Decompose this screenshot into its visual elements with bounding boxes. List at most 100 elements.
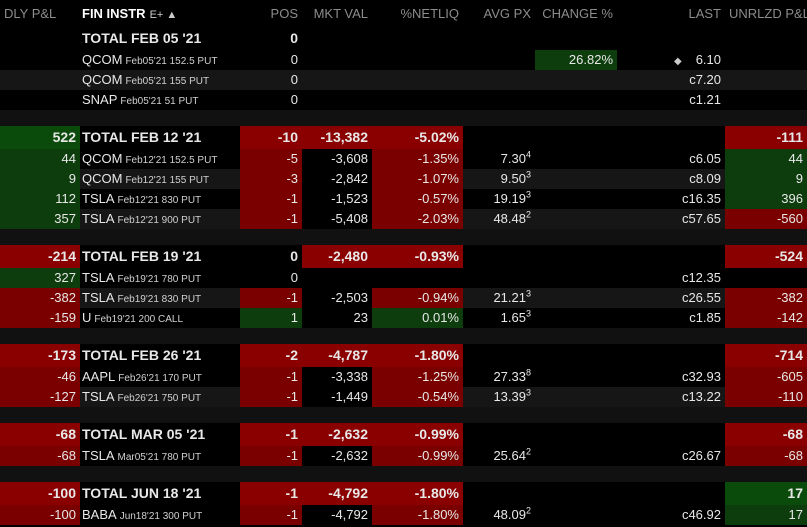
sort-ascending-icon[interactable]: E+ ▲ <box>149 9 178 21</box>
total-change-pct <box>535 482 617 505</box>
position-mkt-val: -1,523 <box>302 189 372 209</box>
instrument-symbol: AAPL <box>82 369 116 384</box>
position-row[interactable]: 112 TSLA Feb12'21 830 PUT -1 -1,523 -0.57% 19.… <box>0 189 807 209</box>
position-row[interactable]: QCOM Feb05'21 152.5 PUT 0 26.82% ◆ 6.10 <box>0 50 807 70</box>
total-pos: -10 <box>240 126 302 149</box>
total-mkt-val: -2,632 <box>302 423 372 446</box>
group-total-row[interactable]: -68 TOTAL MAR 05 '21 -1 -2,632 -0.99% -68 <box>0 423 807 446</box>
total-netliq: -0.93% <box>372 245 463 268</box>
position-change-pct <box>535 446 617 466</box>
position-change-pct <box>535 387 617 407</box>
col-header-pos[interactable]: POS <box>270 6 298 21</box>
position-netliq <box>372 268 463 288</box>
position-change-pct <box>535 189 617 209</box>
total-mkt-val: -13,382 <box>302 126 372 149</box>
avg-px-value: 25.64 <box>493 448 526 463</box>
position-row[interactable]: -127 TSLA Feb26'21 750 PUT -1 -1,449 -0.54% 13… <box>0 387 807 407</box>
position-unrlzd-pnl: 17 <box>725 505 807 525</box>
last-price-value: c46.92 <box>681 507 721 522</box>
position-row[interactable]: SNAP Feb05'21 51 PUT 0 c1.21 <box>0 90 807 110</box>
position-last: c32.93 <box>617 367 725 387</box>
col-header-dly-pnl[interactable]: DLY P&L <box>4 6 57 21</box>
position-row[interactable]: -382 TSLA Feb19'21 830 PUT -1 -2,503 -0.94% 21… <box>0 288 807 308</box>
instrument-contract: Feb12'21 155 PUT <box>125 175 210 186</box>
position-avg-px: 27.338 <box>463 367 535 387</box>
total-netliq: -0.99% <box>372 423 463 446</box>
total-dly-pnl: 522 <box>0 126 80 149</box>
position-row[interactable]: -159 U Feb19'21 200 CALL 1 23 0.01% 1.653 c1.85… <box>0 308 807 328</box>
total-change-pct <box>535 27 617 50</box>
position-dly-pnl <box>0 90 80 110</box>
group-total-row[interactable]: 522 TOTAL FEB 12 '21 -10 -13,382 -5.02% -111 <box>0 126 807 149</box>
position-pos: -1 <box>240 209 302 229</box>
position-instrument: TSLA Mar05'21 780 PUT <box>80 446 240 466</box>
position-instrument: BABA Jun18'21 300 PUT <box>80 505 240 525</box>
position-row[interactable]: 357 TSLA Feb12'21 900 PUT -1 -5,408 -2.03% 48.… <box>0 209 807 229</box>
position-row[interactable]: 44 QCOM Feb12'21 152.5 PUT -5 -3,608 -1.35% 7.… <box>0 149 807 169</box>
position-row[interactable]: 9 QCOM Feb12'21 155 PUT -3 -2,842 -1.07% 9.503… <box>0 169 807 189</box>
instrument-contract: Feb12'21 900 PUT <box>117 215 202 226</box>
total-avg-px <box>463 423 535 446</box>
last-price-value: c1.21 <box>689 92 721 107</box>
col-header-fin-instr[interactable]: FIN INSTR E+ ▲ <box>80 0 240 27</box>
avg-px-value: 7.30 <box>500 151 526 166</box>
position-unrlzd-pnl: -382 <box>725 288 807 308</box>
group-total-row[interactable]: -173 TOTAL FEB 26 '21 -2 -4,787 -1.80% -714 <box>0 344 807 367</box>
total-avg-px <box>463 344 535 367</box>
last-price-value: 6.10 <box>695 52 721 67</box>
position-unrlzd-pnl <box>725 268 807 288</box>
total-last <box>617 344 725 367</box>
position-instrument: QCOM Feb05'21 155 PUT <box>80 70 240 90</box>
group-separator <box>0 328 807 344</box>
position-mkt-val: -4,792 <box>302 505 372 525</box>
position-last: c46.92 <box>617 505 725 525</box>
total-netliq <box>372 27 463 50</box>
instrument-symbol: TSLA <box>82 448 115 463</box>
position-row[interactable]: -100 BABA Jun18'21 300 PUT -1 -4,792 -1.80% 48… <box>0 505 807 525</box>
position-row[interactable]: -46 AAPL Feb26'21 170 PUT -1 -3,338 -1.25% 27.… <box>0 367 807 387</box>
position-netliq: -0.94% <box>372 288 463 308</box>
instrument-symbol: TSLA <box>82 290 115 305</box>
total-label: TOTAL MAR 05 '21 <box>82 426 206 442</box>
col-header-netliq[interactable]: %NETLIQ <box>400 6 459 21</box>
group-total-row[interactable]: -214 TOTAL FEB 19 '21 0 -2,480 -0.93% -524 <box>0 245 807 268</box>
position-netliq: -2.03% <box>372 209 463 229</box>
position-row[interactable]: QCOM Feb05'21 155 PUT 0 c7.20 <box>0 70 807 90</box>
position-unrlzd-pnl: -142 <box>725 308 807 328</box>
avg-px-value: 48.48 <box>493 211 526 226</box>
position-pos: -5 <box>240 149 302 169</box>
avg-px-precision: 8 <box>525 367 531 378</box>
position-pos: 0 <box>290 270 298 285</box>
total-pos: -1 <box>240 482 302 505</box>
col-header-last[interactable]: LAST <box>688 6 721 21</box>
col-header-avg-px[interactable]: AVG PX <box>483 6 531 21</box>
last-price-value: c16.35 <box>681 191 721 206</box>
position-dly-pnl: 357 <box>0 209 80 229</box>
total-label: TOTAL JUN 18 '21 <box>82 485 202 501</box>
position-last: c57.65 <box>617 209 725 229</box>
total-change-pct <box>535 126 617 149</box>
col-header-unrlzd-pnl[interactable]: UNRLZD P&L <box>729 6 807 21</box>
position-netliq: -1.07% <box>372 169 463 189</box>
group-total-row[interactable]: -100 TOTAL JUN 18 '21 -1 -4,792 -1.80% 17 <box>0 482 807 505</box>
position-netliq: -0.57% <box>372 189 463 209</box>
position-mkt-val: -2,842 <box>302 169 372 189</box>
position-dly-pnl: -382 <box>0 288 80 308</box>
position-instrument: QCOM Feb12'21 152.5 PUT <box>80 149 240 169</box>
position-pos: 1 <box>240 308 302 328</box>
avg-px-precision: 3 <box>525 189 531 200</box>
position-pos: -1 <box>240 288 302 308</box>
position-mkt-val <box>302 70 372 90</box>
total-pos: -1 <box>240 423 302 446</box>
total-change-pct <box>535 344 617 367</box>
position-unrlzd-pnl <box>725 90 807 110</box>
col-header-change-pct[interactable]: CHANGE % <box>542 6 613 21</box>
position-mkt-val: -3,338 <box>302 367 372 387</box>
col-header-mkt-val[interactable]: MKT VAL <box>313 6 368 21</box>
instrument-contract: Feb26'21 750 PUT <box>117 393 202 404</box>
total-avg-px <box>463 482 535 505</box>
position-row[interactable]: 327 TSLA Feb19'21 780 PUT 0 c12.35 <box>0 268 807 288</box>
group-total-row[interactable]: TOTAL FEB 05 '21 0 <box>0 27 807 50</box>
position-row[interactable]: -68 TSLA Mar05'21 780 PUT -1 -2,632 -0.99% 25.… <box>0 446 807 466</box>
instrument-symbol: TSLA <box>82 389 115 404</box>
